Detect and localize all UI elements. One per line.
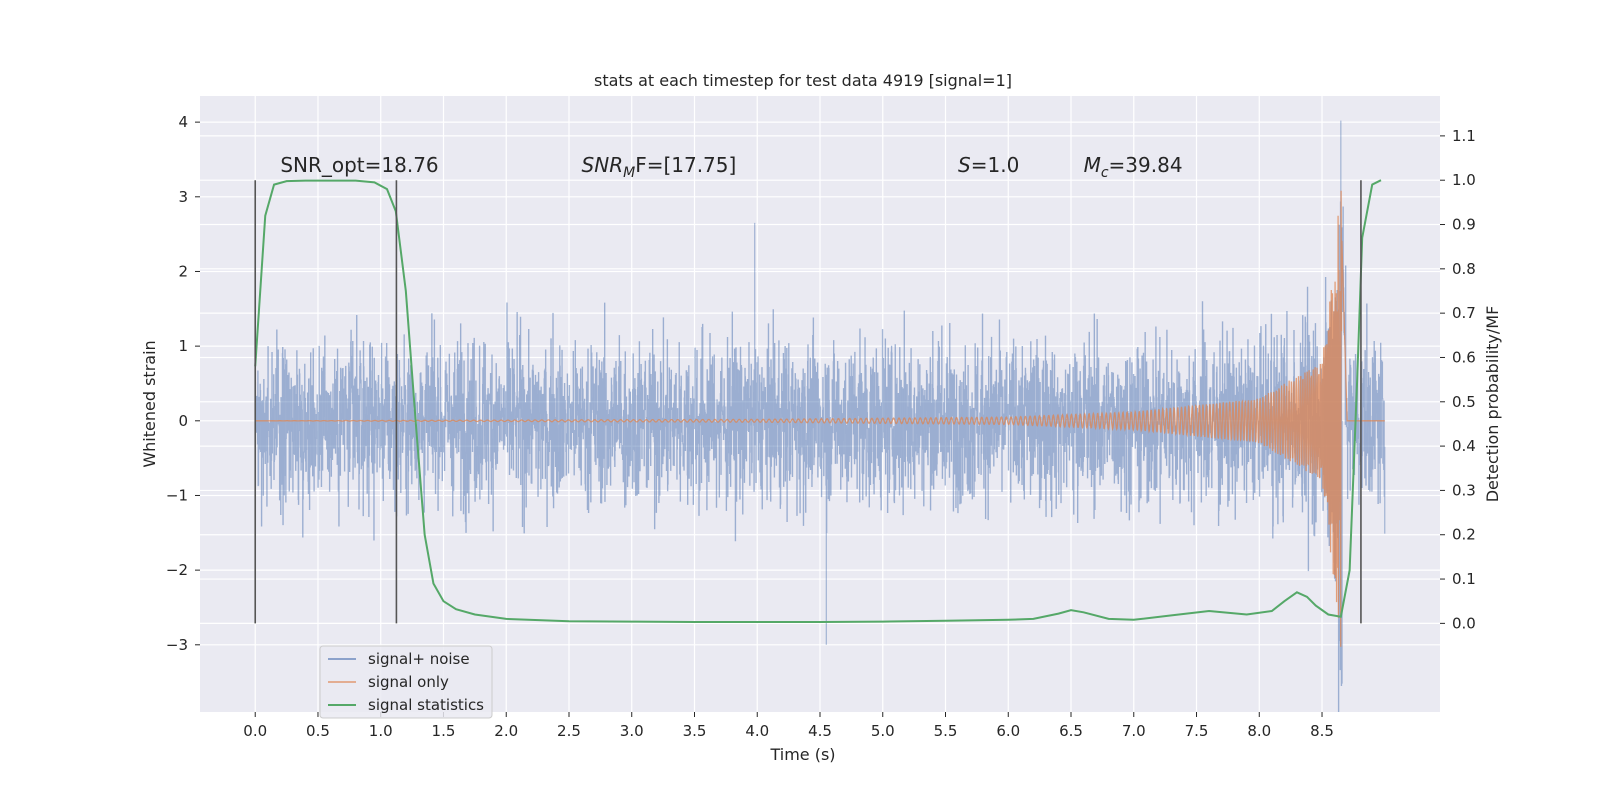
y-tick-label: 1 [178, 337, 188, 355]
x-tick-label: 7.5 [1185, 722, 1209, 740]
x-tick-label: 6.5 [1059, 722, 1083, 740]
x-tick-label: 2.0 [494, 722, 518, 740]
x-tick-label: 1.5 [432, 722, 456, 740]
y-right-tick-label: 0.3 [1452, 481, 1476, 499]
y-right-tick-label: 0.2 [1452, 526, 1476, 544]
y-right-tick-label: 1.0 [1452, 171, 1476, 189]
y-right-tick-label: 0.0 [1452, 614, 1476, 632]
x-tick-label: 8.0 [1247, 722, 1271, 740]
x-tick-label: 0.0 [243, 722, 267, 740]
annotation-mc-val: Mc=39.84 [1084, 153, 1183, 181]
annotation-value: =39.84 [1109, 153, 1183, 177]
annotation-subscript: M [623, 165, 635, 181]
x-tick-label: 6.0 [996, 722, 1020, 740]
signal-noise-line [254, 120, 1386, 712]
legend-label: signal+ noise [368, 650, 470, 668]
y-right-axis-label: Detection probability/MF [1483, 306, 1502, 503]
y-right-tick-label: 0.8 [1452, 260, 1476, 278]
x-tick-label: 3.0 [620, 722, 644, 740]
y-right-tick-label: 1.1 [1452, 127, 1476, 145]
annotation-snr-mf: SNRMF=[17.75] [582, 153, 737, 181]
y-tick-label: 3 [178, 188, 188, 206]
legend-label: signal only [368, 673, 449, 691]
x-axis-ticks: 0.0 0.5 1.0 1.5 2.0 2.5 3.0 3.5 4.0 4.5 5.0 5.5 6.0 6… [243, 712, 1334, 740]
annotation-subscript: c [1101, 165, 1109, 181]
legend: signal+ noise signal only signal statistic… [319, 645, 493, 719]
y-axis-ticks: 4 3 2 1 0 −1 −2 −3 [166, 113, 200, 654]
x-tick-label: 4.5 [808, 722, 832, 740]
y-tick-label: 4 [178, 113, 188, 131]
x-tick-label: 5.0 [871, 722, 895, 740]
y-right-tick-label: 0.6 [1452, 348, 1476, 366]
y-right-tick-label: 0.5 [1452, 393, 1476, 411]
x-tick-label: 0.5 [306, 722, 330, 740]
x-tick-label: 3.5 [683, 722, 707, 740]
x-tick-label: 2.5 [557, 722, 581, 740]
annotation-s-val: S=1.0 [958, 153, 1019, 177]
x-tick-label: 8.5 [1310, 722, 1334, 740]
x-axis-label: Time (s) [769, 745, 835, 764]
chart-title: stats at each timestep for test data 491… [594, 71, 1012, 90]
annotation-value: =1.0 [971, 153, 1020, 177]
y-axis-label: Whitened strain [140, 340, 159, 467]
y-right-tick-label: 0.9 [1452, 216, 1476, 234]
annotation-symbol: S [958, 153, 971, 177]
y-tick-label: −3 [166, 636, 188, 654]
x-tick-label: 4.0 [745, 722, 769, 740]
annotation-symbol: SNR [582, 153, 624, 177]
y-right-axis-ticks: 1.1 1.0 0.9 0.8 0.7 0.6 0.5 0.4 0.3 0.2 0.1 0.0 [1440, 127, 1476, 632]
y-right-tick-label: 0.4 [1452, 437, 1476, 455]
legend-label: signal statistics [368, 696, 484, 714]
annotation-value: F=[17.75] [635, 153, 736, 177]
y-tick-label: −1 [166, 486, 188, 504]
x-tick-label: 7.0 [1122, 722, 1146, 740]
signal-statistics-line [254, 179, 1382, 623]
annotation-symbol: M [1084, 153, 1101, 177]
legend-box [319, 645, 493, 719]
annotations: SNR_opt=18.76 SNRMF=[17.75] S=1.0 Mc=39.84 [280, 153, 1182, 181]
x-tick-label: 5.5 [934, 722, 958, 740]
vertical-markers [254, 180, 1362, 624]
series-layer [254, 120, 1386, 712]
y-tick-label: 0 [178, 412, 188, 430]
y-right-tick-label: 0.1 [1452, 570, 1476, 588]
x-tick-label: 1.0 [369, 722, 393, 740]
y-tick-label: 2 [178, 262, 188, 280]
annotation-snr-opt: SNR_opt=18.76 [280, 153, 438, 177]
y-tick-label: −2 [166, 561, 188, 579]
y-right-tick-label: 0.7 [1452, 304, 1476, 322]
signal-only-line [255, 190, 1385, 647]
